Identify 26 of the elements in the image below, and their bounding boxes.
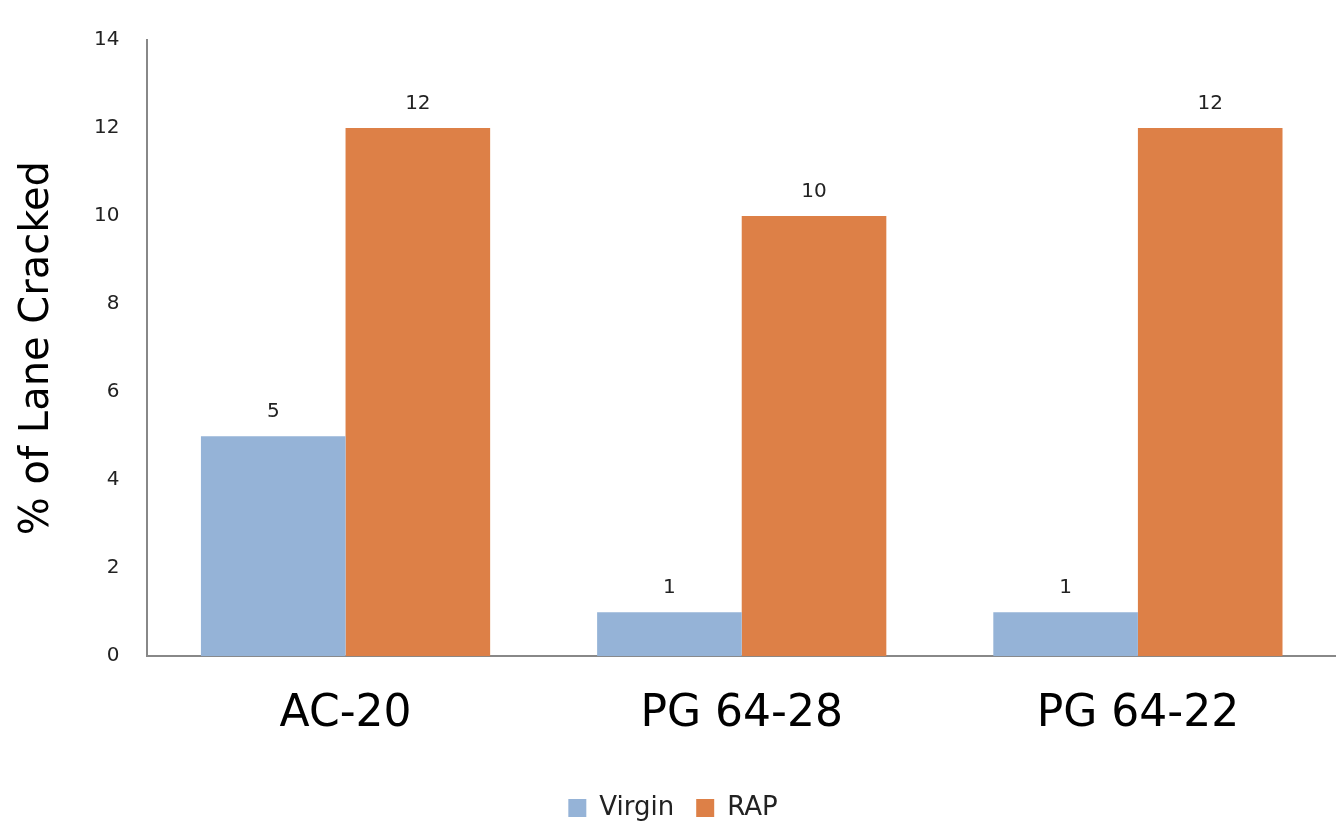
data-label: 12 (405, 90, 431, 115)
y-axis-title: % of Lane Cracked (11, 161, 58, 536)
y-tick-label: 8 (106, 290, 120, 315)
y-tick-label: 2 (106, 554, 120, 579)
bar (741, 216, 887, 657)
x-tick-label: PG 64-28 (640, 685, 843, 737)
legend-label: Virgin (599, 790, 675, 821)
data-label: 5 (266, 398, 280, 423)
bar (1137, 128, 1283, 657)
x-tick-label: AC-20 (279, 685, 412, 737)
legend-label: RAP (727, 790, 778, 821)
bar (597, 612, 742, 657)
y-tick-label: 14 (94, 26, 120, 51)
y-tick-label: 4 (106, 466, 120, 491)
y-tick-label: 10 (94, 202, 120, 227)
data-label: 1 (1059, 574, 1072, 599)
data-label: 10 (801, 178, 827, 203)
y-tick-label: 12 (94, 114, 120, 139)
bar (993, 612, 1138, 657)
y-tick-label: 0 (106, 642, 120, 667)
data-label: 12 (1197, 90, 1223, 115)
bar (200, 436, 346, 657)
y-tick-label: 6 (106, 378, 120, 403)
bar (345, 128, 491, 657)
x-tick-label: PG 64-22 (1036, 685, 1240, 737)
data-label: 1 (663, 574, 676, 599)
